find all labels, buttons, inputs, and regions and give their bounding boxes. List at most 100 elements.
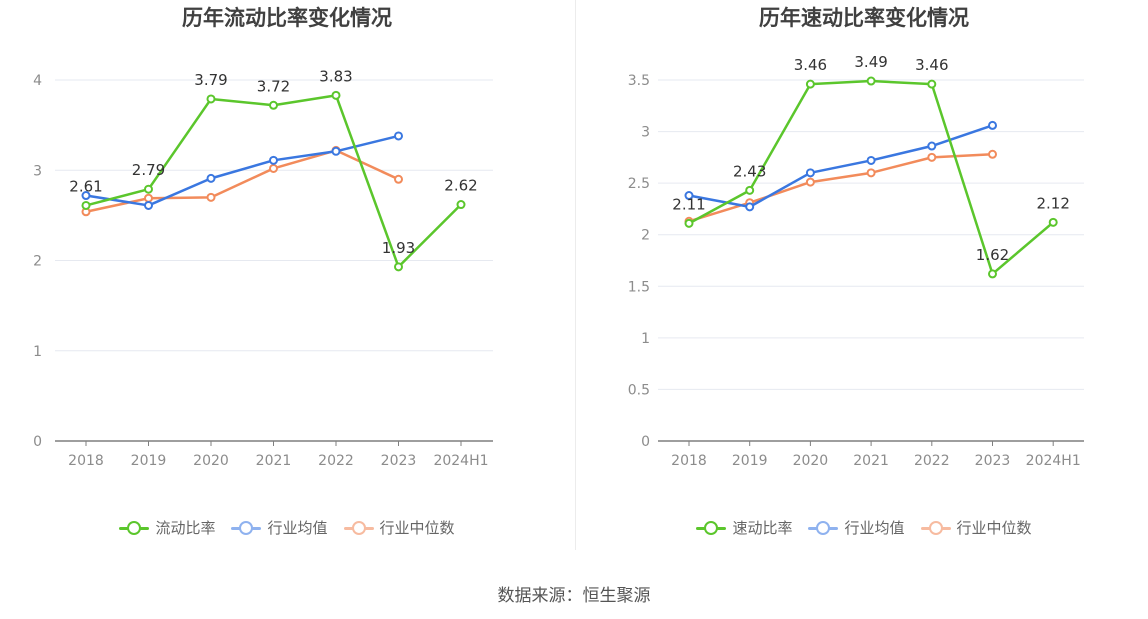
data-point	[81, 191, 91, 201]
legend-label: 行业中位数	[956, 519, 1032, 537]
data-point	[456, 200, 466, 210]
y-tick-label: 1	[641, 331, 650, 347]
data-point	[684, 218, 694, 228]
legend-marker-icon	[920, 520, 951, 536]
data-point	[927, 141, 937, 151]
data-label: 1.93	[382, 239, 415, 257]
data-label: 2.43	[733, 162, 766, 180]
data-point	[394, 174, 403, 184]
x-tick-label: 2022	[318, 453, 354, 469]
chart-legend: 流动比率 行业均值 行业中位数	[0, 517, 574, 538]
data-point	[206, 192, 216, 202]
data-point	[81, 200, 91, 210]
x-tick-label: 2019	[732, 453, 768, 469]
legend-item-current-ratio[interactable]: 流动比率	[119, 517, 215, 538]
legend-marker-icon	[231, 520, 262, 536]
data-label: 1.62	[976, 246, 1009, 264]
data-label: 2.11	[672, 195, 705, 213]
x-tick-label: 2018	[671, 453, 707, 469]
data-label: 2.12	[1036, 194, 1069, 212]
data-point	[269, 100, 278, 110]
legend-marker-icon	[343, 520, 374, 536]
data-point	[269, 155, 278, 165]
y-tick-label: 2.5	[628, 176, 650, 192]
legend-label: 行业均值	[267, 519, 328, 537]
data-point	[988, 120, 997, 130]
data-point	[331, 90, 341, 100]
y-tick-label: 1.5	[628, 279, 650, 295]
x-tick-label: 2018	[68, 453, 104, 469]
y-tick-label: 3	[641, 125, 650, 141]
data-point	[927, 79, 937, 89]
data-label: 3.72	[257, 77, 290, 95]
legend-item-industry-median[interactable]: 行业中位数	[920, 517, 1032, 538]
legend-item-industry-mean[interactable]: 行业均值	[808, 517, 905, 538]
data-point	[805, 177, 815, 187]
data-label: 2.61	[69, 177, 102, 195]
chart-title: 历年流动比率变化情况	[182, 6, 392, 30]
legend-marker-icon	[696, 520, 727, 536]
data-point	[394, 262, 403, 272]
x-tick-label: 2021	[256, 453, 292, 469]
data-label: 3.46	[915, 56, 948, 74]
y-tick-label: 2	[33, 254, 42, 270]
x-tick-label: 2024H1	[1026, 453, 1081, 469]
series-line	[85, 149, 400, 213]
series-line	[688, 124, 993, 209]
data-point	[684, 191, 694, 201]
legend-item-industry-mean[interactable]: 行业均值	[231, 517, 328, 538]
data-point	[805, 168, 815, 178]
data-point	[1048, 217, 1058, 227]
series-line	[85, 134, 399, 207]
y-tick-label: 0.5	[628, 382, 650, 398]
data-point	[988, 149, 997, 159]
x-tick-label: 2021	[853, 453, 889, 469]
legend-item-quick-ratio[interactable]: 速动比率	[696, 517, 792, 538]
data-point	[866, 76, 876, 86]
data-point	[927, 152, 937, 162]
x-tick-label: 2020	[193, 453, 229, 469]
panel-divider	[575, 0, 576, 550]
y-tick-label: 0	[33, 434, 42, 450]
data-point	[331, 146, 341, 156]
current-ratio-chart-panel: 历年流动比率变化情况 0 1 2 3 4 2018 2019 2020 2021 2022 2023…	[0, 0, 574, 560]
data-point	[144, 193, 153, 203]
data-point	[745, 185, 755, 195]
x-tick-label: 2019	[131, 453, 167, 469]
legend-item-industry-median[interactable]: 行业中位数	[343, 517, 455, 538]
data-label: 3.49	[854, 53, 887, 71]
quick-ratio-chart: 0 0.5 1 1.5 2 2.5 3 3.5 2018 2019 2020 2021 2022 2023…	[628, 53, 1084, 469]
y-tick-label: 0	[641, 434, 650, 450]
quick-ratio-chart-panel: 历年速动比率变化情况 0 0.5 1 1.5 2 2.5 3 3.5 2018 2019 2020 2…	[577, 0, 1148, 560]
y-tick-label: 3	[33, 163, 42, 179]
legend-marker-icon	[119, 520, 150, 536]
data-point	[988, 269, 997, 279]
x-tick-label: 2023	[381, 453, 417, 469]
data-label: 3.79	[194, 71, 227, 89]
data-label: 2.62	[444, 177, 477, 195]
legend-label: 速动比率	[732, 519, 793, 537]
x-tick-label: 2023	[975, 453, 1011, 469]
data-point	[866, 168, 876, 178]
y-tick-label: 4	[33, 73, 42, 89]
current-ratio-chart: 0 1 2 3 4 2018 2019 2020 2021 2022 2023 2024H1 2.61 2…	[33, 67, 493, 469]
y-tick-label: 2	[641, 228, 650, 244]
y-tick-label: 1	[33, 344, 42, 360]
legend-label: 行业均值	[844, 519, 905, 537]
data-point	[866, 155, 876, 165]
data-point	[745, 202, 755, 212]
data-point	[805, 79, 815, 89]
data-label: 3.46	[794, 56, 827, 74]
data-point	[144, 184, 153, 194]
x-tick-label: 2020	[793, 453, 829, 469]
data-point	[144, 200, 153, 210]
data-point	[206, 173, 216, 183]
data-point	[269, 163, 278, 173]
data-point	[206, 94, 216, 104]
legend-marker-icon	[808, 520, 839, 536]
x-tick-label: 2024H1	[433, 453, 488, 469]
chart-title: 历年速动比率变化情况	[759, 6, 969, 30]
legend-label: 行业中位数	[379, 519, 455, 537]
data-source-note: 数据来源：恒生聚源	[497, 586, 651, 606]
data-label: 3.83	[319, 67, 352, 85]
